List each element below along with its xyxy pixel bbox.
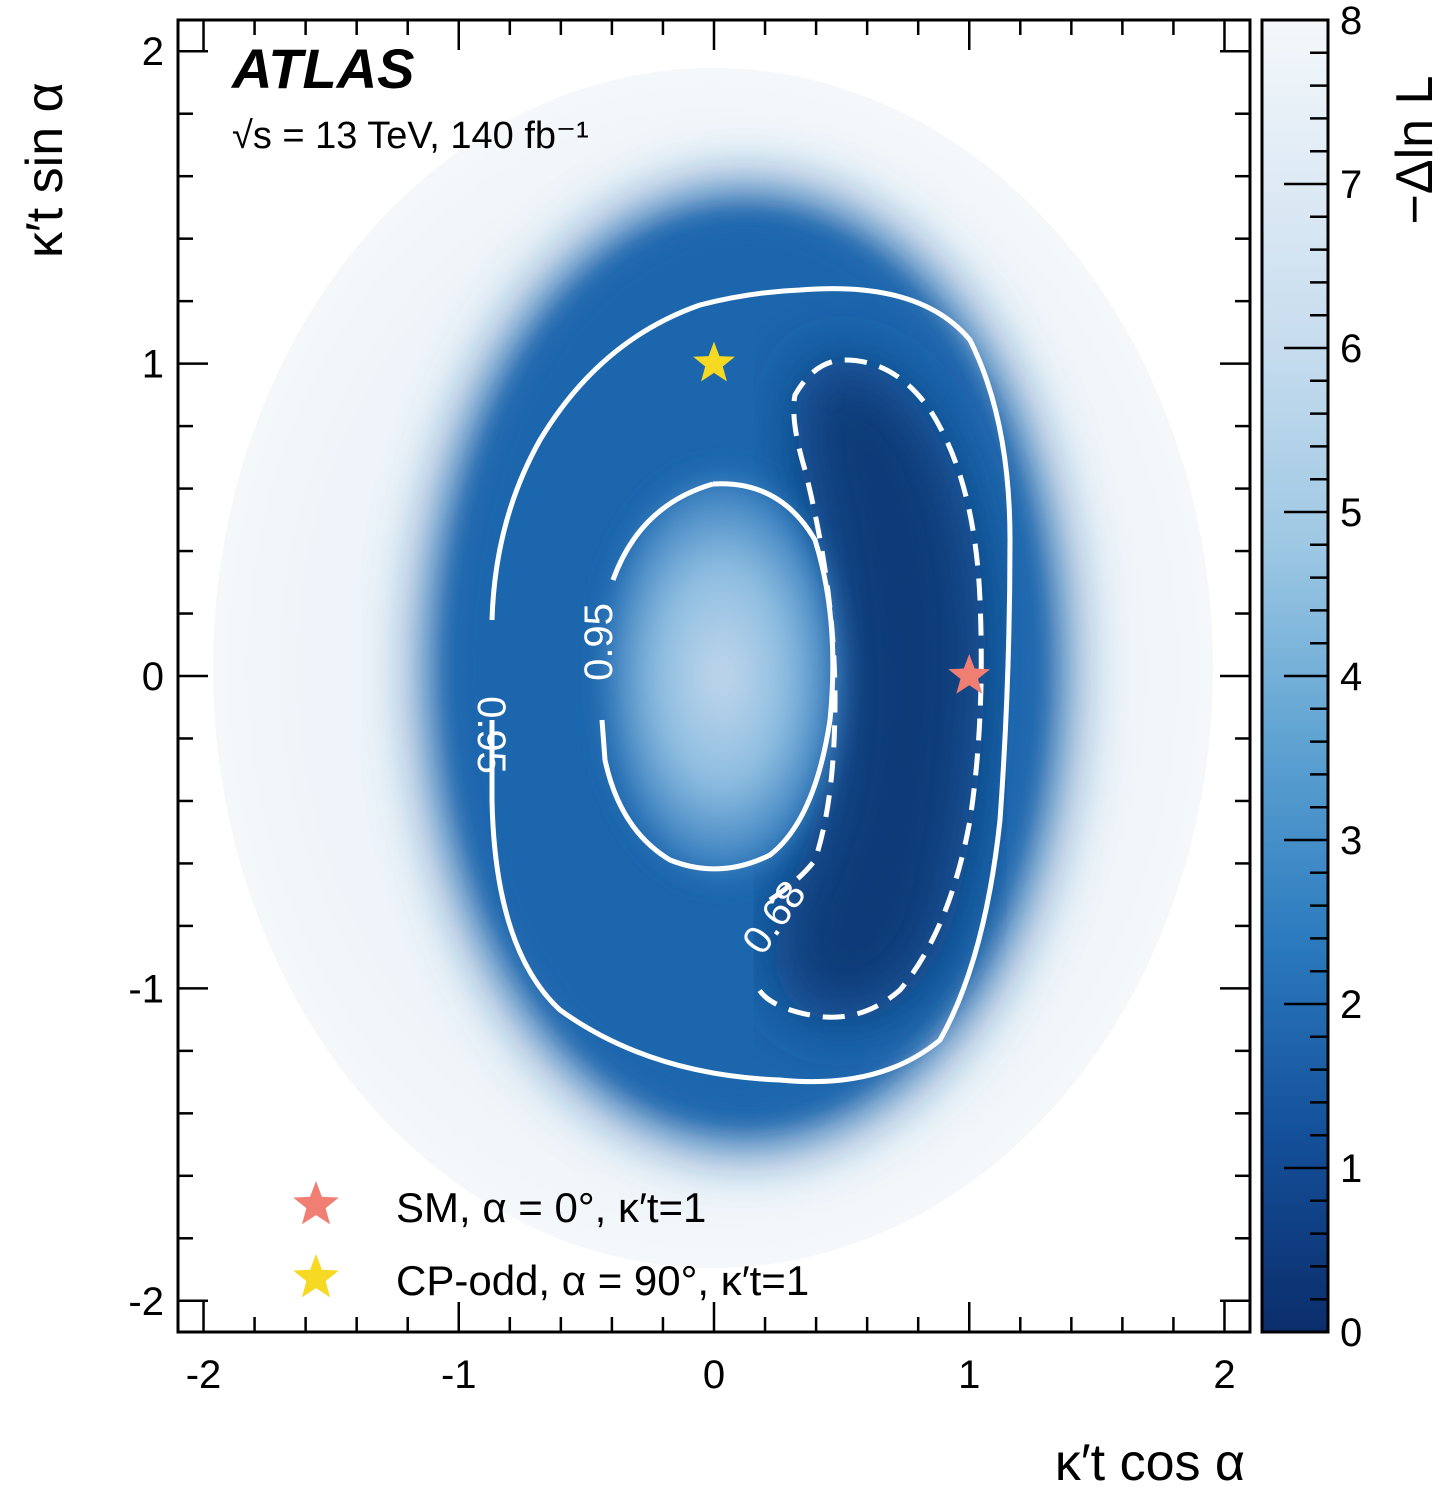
x-tick-label: -1 <box>441 1353 477 1397</box>
x-tick-label: 0 <box>703 1353 725 1397</box>
contour-label-095-outer: 0.95 <box>469 696 513 774</box>
likelihood-heatmap: 0.95 0.95 0.68 <box>178 20 1250 1332</box>
colorbar-tick-label: 7 <box>1340 163 1362 207</box>
y-tick-label: -2 <box>128 1280 164 1324</box>
x-tick-label: 2 <box>1213 1353 1235 1397</box>
y-axis-title: κ′t sin α <box>16 82 74 258</box>
axis-tick-labels: -2 -1 0 1 2 -2 -1 0 1 2 <box>128 30 1235 1397</box>
colorbar-tick-label: 6 <box>1340 327 1362 371</box>
legend-star-cp-odd <box>293 1254 339 1298</box>
experiment-label: ATLAS <box>230 37 415 100</box>
x-axis-title: κ′t cos α <box>1055 1434 1245 1492</box>
cp-odd-point-marker <box>693 341 735 382</box>
x-tick-label: -2 <box>186 1353 222 1397</box>
central-maximum <box>604 476 840 876</box>
energy-lumi-label: √s = 13 TeV, 140 fb⁻¹ <box>232 115 589 157</box>
colorbar-tick-label: 5 <box>1340 491 1362 535</box>
y-tick-label: 2 <box>142 30 164 74</box>
legend-label-cp-odd: CP-odd, α = 90°, κ′t=1 <box>396 1257 809 1304</box>
legend: SM, α = 0°, κ′t=1 CP-odd, α = 90°, κ′t=1 <box>293 1181 809 1304</box>
legend-label-sm: SM, α = 0°, κ′t=1 <box>396 1184 706 1231</box>
legend-star-sm <box>293 1181 339 1225</box>
contour-095-inner <box>599 481 836 872</box>
y-tick-label: 0 <box>142 655 164 699</box>
x-tick-label: 1 <box>958 1353 980 1397</box>
colorbar-tick-label: 3 <box>1340 819 1362 863</box>
colorbar-tick-label: 1 <box>1340 1147 1362 1191</box>
colorbar-tick-label: 8 <box>1340 0 1362 43</box>
axis-ticks <box>178 20 1250 1332</box>
colorbar-tick-label: 4 <box>1340 655 1362 699</box>
colorbar-tick-label: 2 <box>1340 983 1362 1027</box>
y-tick-label: -1 <box>128 967 164 1011</box>
contour-label-095-inner: 0.95 <box>577 603 621 681</box>
contour-068 <box>752 357 984 1020</box>
colorbar-tick-label: 0 <box>1340 1311 1362 1355</box>
colorbar-ticks <box>1284 18 1328 1334</box>
point-markers <box>693 341 991 694</box>
minimum-crescent <box>775 359 986 1021</box>
colorbar-title: −Δln L <box>1386 76 1440 225</box>
colorbar-tick-labels: 0 1 2 3 4 5 6 7 8 <box>1340 0 1362 1355</box>
contour-095-outer <box>489 286 1013 1085</box>
sm-point-marker <box>948 654 991 694</box>
y-tick-label: 1 <box>142 343 164 387</box>
